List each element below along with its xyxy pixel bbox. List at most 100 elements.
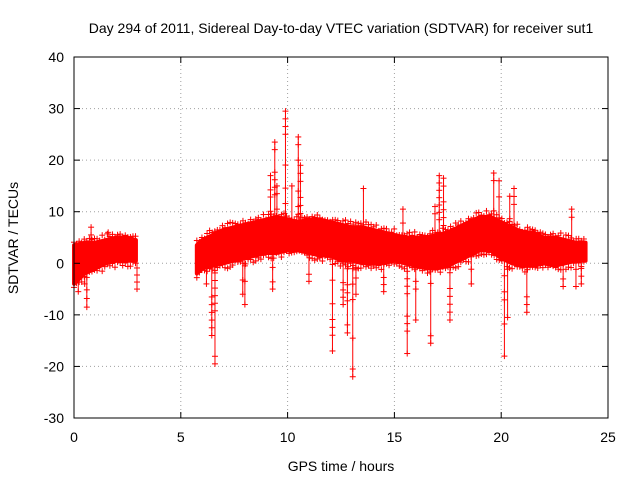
- edge-marker-323: [542, 261, 549, 268]
- spike-point-42: [511, 185, 518, 229]
- edge-marker-281: [488, 251, 495, 258]
- edge-marker-47: [129, 259, 136, 266]
- spike-marker: [344, 265, 351, 272]
- spike-point-47: [578, 260, 585, 287]
- edge-marker-51: [193, 274, 200, 281]
- spike-marker: [211, 353, 218, 360]
- spike-marker: [271, 176, 278, 183]
- spike-marker: [295, 141, 302, 148]
- edge-marker-164: [339, 217, 346, 224]
- spike-point-15: [273, 182, 280, 217]
- spike-marker: [349, 366, 356, 373]
- edge-marker-324: [544, 234, 551, 241]
- spike-point-32: [431, 203, 438, 236]
- edge-marker-44: [127, 233, 134, 240]
- edge-marker-194: [378, 225, 385, 232]
- spike-marker: [380, 288, 387, 295]
- edge-marker-287: [496, 256, 503, 263]
- spike-marker: [282, 108, 289, 115]
- data-band-segment-2: [194, 214, 588, 276]
- spike-point-46: [572, 260, 579, 290]
- axis-ticks: [73, 56, 609, 419]
- spike-marker: [273, 190, 280, 197]
- edge-marker-290: [501, 220, 508, 227]
- edge-marker-214: [404, 230, 411, 237]
- edge-marker-117: [278, 254, 285, 261]
- edge-marker-329: [550, 263, 557, 270]
- edge-marker-181: [360, 260, 367, 267]
- spike-marker: [501, 288, 508, 295]
- edge-marker-74: [224, 220, 231, 227]
- y-tick-label-40: 40: [48, 49, 64, 65]
- y-tick-label-10: 10: [48, 204, 64, 220]
- data-layer: [71, 108, 588, 380]
- spike-marker: [431, 210, 438, 217]
- edge-marker-190: [373, 222, 380, 229]
- spike-marker: [211, 277, 218, 284]
- spike-marker: [329, 324, 336, 331]
- x-tick-label-10: 10: [280, 429, 296, 445]
- spike-marker: [211, 285, 218, 292]
- y-tick-label--10: -10: [44, 307, 64, 323]
- edge-marker-243: [439, 264, 446, 271]
- spike-marker: [344, 281, 351, 288]
- edge-marker-147: [316, 254, 323, 261]
- spike-marker: [404, 320, 411, 327]
- edge-marker-213: [401, 265, 408, 272]
- edge-marker-133: [298, 248, 305, 255]
- spike-point-11: [241, 258, 248, 308]
- edge-marker-198: [383, 225, 390, 232]
- spike-marker: [83, 295, 90, 302]
- spike-marker: [501, 272, 508, 279]
- spike-marker: [208, 293, 215, 300]
- edge-marker-201: [386, 262, 393, 269]
- edge-marker-320: [539, 230, 546, 237]
- edge-marker-231: [424, 270, 431, 277]
- spike-marker: [340, 301, 347, 308]
- edge-marker-90: [245, 220, 252, 227]
- edge-marker-273: [478, 251, 485, 258]
- spike-marker: [211, 307, 218, 314]
- y-tick-label-0: 0: [56, 255, 64, 271]
- edge-marker-138: [306, 216, 313, 223]
- edge-marker-140: [309, 213, 316, 220]
- spike-point-21: [329, 256, 336, 354]
- spike-marker: [134, 286, 141, 293]
- edge-marker-50: [193, 237, 200, 244]
- edge-marker-37: [117, 259, 124, 266]
- spike-marker: [412, 286, 419, 293]
- spike-marker: [446, 317, 453, 324]
- spike-point-22: [340, 260, 347, 308]
- spike-marker: [271, 139, 278, 146]
- spike-marker: [134, 279, 141, 286]
- spike-marker: [208, 317, 215, 324]
- edge-marker-94: [250, 219, 257, 226]
- edge-marker-253: [452, 264, 459, 271]
- spike-marker: [211, 360, 218, 367]
- spike-marker: [208, 324, 215, 331]
- edge-marker-229: [421, 265, 428, 272]
- edge-marker-22: [99, 232, 106, 239]
- edge-marker-344: [570, 238, 577, 245]
- x-axis-label: GPS time / hours: [288, 458, 395, 474]
- spike-point-6: [134, 260, 141, 293]
- edge-marker-59: [204, 268, 211, 275]
- edge-marker-139: [306, 254, 313, 261]
- edge-marker-288: [498, 215, 505, 222]
- spike-marker: [560, 283, 567, 290]
- edge-marker-131: [296, 247, 303, 254]
- edge-marker-170: [347, 218, 354, 225]
- edge-marker-21: [96, 263, 103, 270]
- spike-point-30: [412, 265, 419, 324]
- spike-marker: [267, 194, 274, 201]
- edge-marker-309: [524, 266, 531, 273]
- spike-marker: [211, 300, 218, 307]
- edge-marker-135: [301, 249, 308, 256]
- spike-point-43: [523, 265, 530, 316]
- spike-marker: [446, 285, 453, 292]
- spike-marker: [511, 193, 518, 200]
- spike-marker: [560, 275, 567, 282]
- spike-marker: [282, 185, 289, 192]
- spike-marker: [269, 278, 276, 285]
- spike-marker: [440, 175, 447, 182]
